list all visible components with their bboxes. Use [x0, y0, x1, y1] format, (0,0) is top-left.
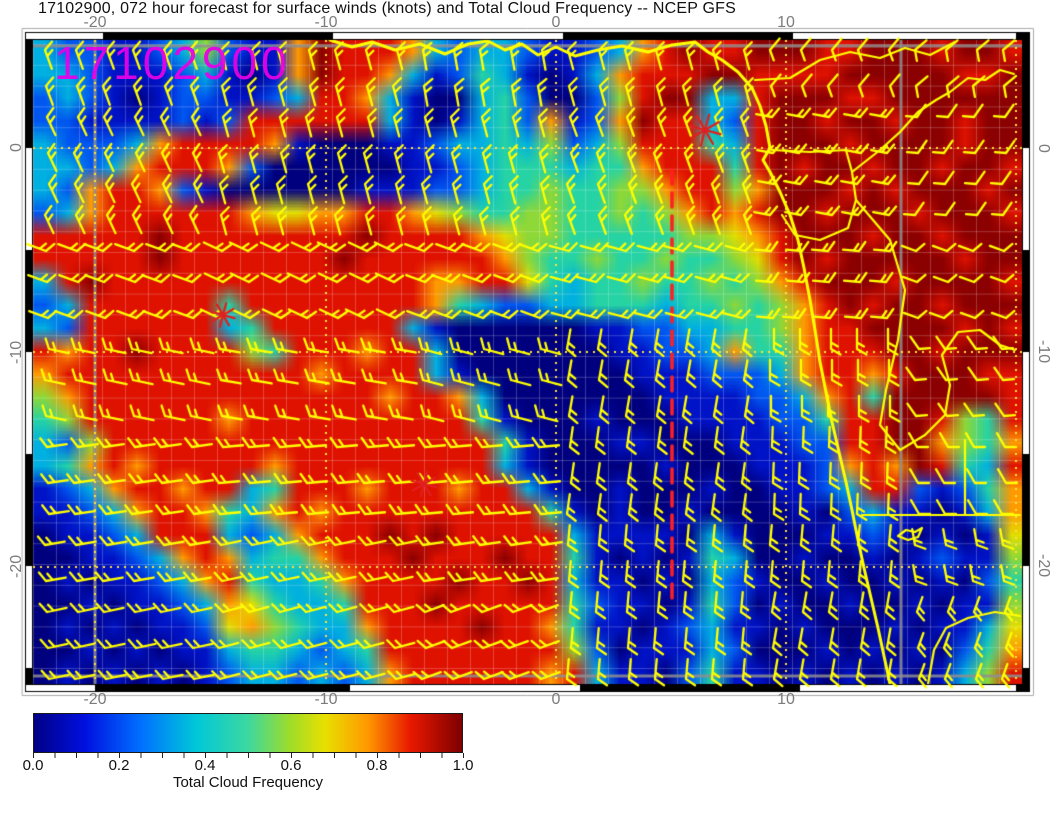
axis-tick-bottom-2: 0 [551, 691, 561, 708]
colorbar-label-5: 1.0 [452, 757, 474, 774]
axis-tick-right-2: -20 [1035, 554, 1052, 578]
axis-tick-top-2: 0 [551, 14, 561, 31]
colorbar-gradient [33, 713, 463, 753]
colorbar-label-2: 0.4 [194, 757, 216, 774]
axis-tick-bottom-3: 10 [777, 691, 795, 708]
axis-tick-bottom-1: -10 [314, 691, 338, 708]
colorbar-label-3: 0.6 [280, 757, 302, 774]
forecast-timestamp-overlay: 17102900 [54, 37, 291, 89]
colorbar-label-0: 0.0 [22, 757, 44, 774]
axis-tick-top-3: 10 [777, 14, 795, 31]
axis-tick-right-1: -10 [1035, 340, 1052, 364]
colorbar-label-1: 0.2 [108, 757, 130, 774]
axis-tick-bottom-0: -20 [83, 691, 107, 708]
axis-tick-top-1: -10 [314, 14, 338, 31]
page-title: 17102900, 072 hour forecast for surface … [38, 0, 736, 17]
colorbar-caption: Total Cloud Frequency [172, 774, 324, 791]
colorbar-label-4: 0.8 [366, 757, 388, 774]
axis-tick-right-0: 0 [1035, 143, 1052, 153]
axis-tick-left-2: -20 [8, 554, 25, 578]
colorbar-tick-marks [33, 753, 464, 758]
axis-tick-top-0: -20 [83, 14, 107, 31]
axis-tick-left-0: 0 [8, 143, 25, 153]
axis-tick-left-1: -10 [8, 340, 25, 364]
